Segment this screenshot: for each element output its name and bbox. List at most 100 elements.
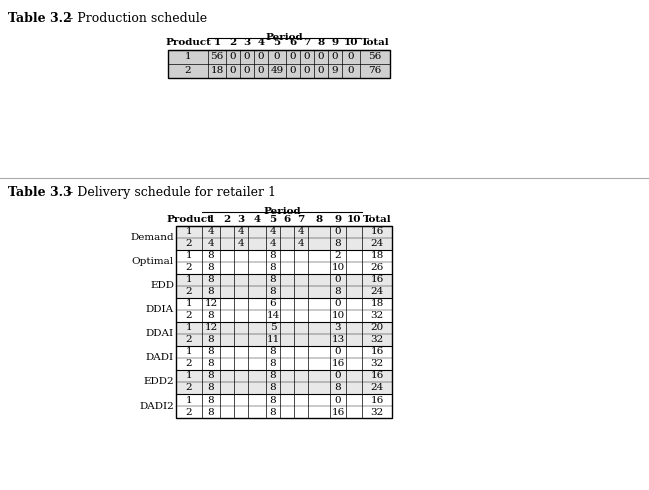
Text: 4: 4	[238, 227, 244, 237]
Text: 4: 4	[298, 240, 304, 248]
Text: 24: 24	[371, 240, 384, 248]
Text: 0: 0	[335, 371, 341, 381]
Text: 8: 8	[208, 288, 214, 296]
Bar	[176, 298, 392, 310]
Text: 5: 5	[269, 215, 276, 223]
Text: 8: 8	[335, 240, 341, 248]
Text: 16: 16	[332, 360, 345, 368]
Text: 0: 0	[258, 67, 264, 75]
Text: 32: 32	[371, 360, 384, 368]
Text: 8: 8	[317, 39, 324, 48]
Text: Table 3.3: Table 3.3	[8, 186, 71, 199]
Text: 8: 8	[208, 264, 214, 272]
Text: 8: 8	[270, 371, 276, 381]
Text: 8: 8	[270, 347, 276, 357]
Text: Total: Total	[361, 39, 389, 48]
Text: 3: 3	[243, 39, 251, 48]
Text: 8: 8	[208, 384, 214, 392]
Text: 8: 8	[208, 312, 214, 320]
Text: 32: 32	[371, 312, 384, 320]
Bar	[176, 334, 392, 346]
Text: 0: 0	[335, 299, 341, 309]
Text: 0: 0	[332, 52, 338, 62]
Text: 2: 2	[186, 360, 192, 368]
Text: 7: 7	[303, 39, 311, 48]
Text: 8: 8	[270, 360, 276, 368]
Bar	[168, 50, 390, 64]
Text: 3: 3	[335, 323, 341, 333]
Text: 2: 2	[186, 384, 192, 392]
Text: 32: 32	[371, 336, 384, 344]
Text: 8: 8	[335, 384, 341, 392]
Text: 0: 0	[318, 67, 324, 75]
Text: 2: 2	[335, 251, 341, 261]
Text: 24: 24	[371, 384, 384, 392]
Text: Product: Product	[165, 39, 211, 48]
Text: 18: 18	[371, 299, 384, 309]
Text: 10: 10	[332, 264, 345, 272]
Text: 4: 4	[254, 215, 260, 223]
Text: 24: 24	[371, 288, 384, 296]
Text: 2: 2	[185, 67, 191, 75]
Text: 2: 2	[186, 264, 192, 272]
Text: 0: 0	[258, 52, 264, 62]
Text: 0: 0	[289, 52, 297, 62]
Text: 4: 4	[270, 227, 276, 237]
Bar	[176, 238, 392, 250]
Text: EDD: EDD	[150, 281, 174, 291]
Text: 0: 0	[230, 67, 236, 75]
Text: DDIA: DDIA	[146, 305, 174, 315]
Text: 8: 8	[270, 264, 276, 272]
Text: 9: 9	[332, 67, 338, 75]
Text: 16: 16	[371, 227, 384, 237]
Text: Product: Product	[166, 215, 212, 223]
Text: 9: 9	[334, 215, 341, 223]
Text: 56: 56	[369, 52, 382, 62]
Text: 0: 0	[274, 52, 280, 62]
Text: 0: 0	[335, 227, 341, 237]
Text: 16: 16	[371, 275, 384, 285]
Text: 0: 0	[304, 52, 310, 62]
Text: 16: 16	[371, 395, 384, 405]
Text: 56: 56	[210, 52, 224, 62]
Bar	[176, 322, 392, 334]
Text: 76: 76	[369, 67, 382, 75]
Text: 8: 8	[270, 384, 276, 392]
Text: 11: 11	[266, 336, 280, 344]
Text: DADI: DADI	[146, 353, 174, 363]
Bar	[176, 394, 392, 406]
Text: 8: 8	[208, 251, 214, 261]
Text: 9: 9	[332, 39, 339, 48]
Text: 1: 1	[208, 215, 215, 223]
Bar	[176, 226, 392, 238]
Text: 8: 8	[315, 215, 323, 223]
Text: – Delivery schedule for retailer 1: – Delivery schedule for retailer 1	[63, 186, 276, 199]
Bar	[176, 370, 392, 382]
Text: 0: 0	[243, 67, 251, 75]
Text: Period: Period	[265, 33, 303, 42]
Text: 1: 1	[186, 275, 192, 285]
Text: 1: 1	[186, 395, 192, 405]
Text: 5: 5	[273, 39, 280, 48]
Text: 16: 16	[371, 371, 384, 381]
Text: 2: 2	[186, 336, 192, 344]
Text: 0: 0	[304, 67, 310, 75]
Text: 10: 10	[347, 215, 361, 223]
Text: 0: 0	[335, 395, 341, 405]
Bar	[176, 346, 392, 358]
Text: Demand: Demand	[130, 234, 174, 243]
Text: 0: 0	[335, 275, 341, 285]
Text: 5: 5	[270, 323, 276, 333]
Text: 8: 8	[208, 336, 214, 344]
Text: 4: 4	[298, 227, 304, 237]
Bar	[176, 226, 392, 418]
Text: 0: 0	[348, 52, 354, 62]
Text: 1: 1	[214, 39, 221, 48]
Text: 8: 8	[208, 395, 214, 405]
Text: 1: 1	[186, 227, 192, 237]
Bar	[176, 274, 392, 286]
Text: 2: 2	[186, 312, 192, 320]
Text: 2: 2	[186, 240, 192, 248]
Bar	[168, 64, 390, 78]
Bar	[176, 382, 392, 394]
